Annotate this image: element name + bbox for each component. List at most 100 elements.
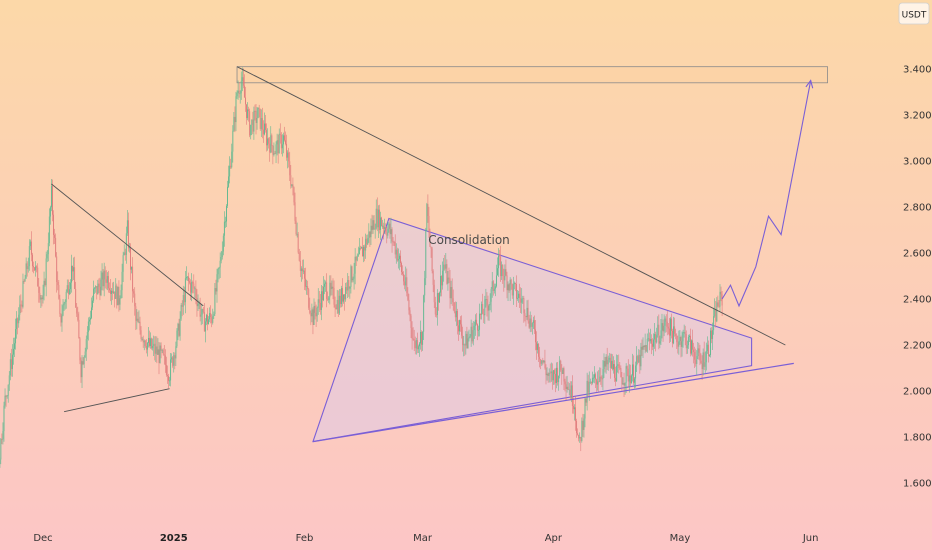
candle-body xyxy=(518,293,520,298)
candle xyxy=(392,236,394,246)
candle-body xyxy=(49,207,51,217)
candle xyxy=(510,278,512,290)
candle xyxy=(74,256,76,290)
candle xyxy=(403,271,405,286)
candle xyxy=(458,320,459,341)
candle xyxy=(406,268,408,297)
candle-body xyxy=(448,277,450,279)
candle xyxy=(143,339,145,351)
candle-body xyxy=(548,372,550,376)
candle xyxy=(275,141,277,163)
candle xyxy=(441,275,443,297)
candle xyxy=(255,104,257,135)
candle-body xyxy=(560,360,562,370)
candle xyxy=(235,91,237,132)
candle xyxy=(97,279,99,295)
candle-body xyxy=(620,368,622,377)
candle xyxy=(488,304,490,321)
candle xyxy=(337,290,339,318)
candle-body xyxy=(400,255,401,263)
candle xyxy=(216,268,218,303)
candle-body xyxy=(308,289,310,308)
candle-body xyxy=(550,371,552,374)
candle-body xyxy=(541,360,543,364)
candle-body xyxy=(529,318,531,328)
candle xyxy=(578,434,580,442)
candle-body xyxy=(462,335,464,346)
candle-body xyxy=(536,342,537,350)
candle-body xyxy=(215,288,217,292)
candle-body xyxy=(504,269,506,281)
candle xyxy=(622,377,624,385)
candle xyxy=(494,283,496,297)
candle xyxy=(37,263,39,287)
candle xyxy=(357,246,359,257)
candle xyxy=(300,266,302,282)
candle xyxy=(538,343,540,362)
candle xyxy=(574,404,575,421)
candle xyxy=(1,433,3,445)
candle xyxy=(291,184,293,188)
candle-body xyxy=(136,318,138,321)
candle xyxy=(345,282,347,302)
candle xyxy=(605,354,607,374)
candle-body xyxy=(14,343,15,349)
candle-body xyxy=(59,298,61,314)
candle-body xyxy=(629,375,631,384)
candle xyxy=(233,111,235,132)
candle xyxy=(287,150,289,169)
candle xyxy=(212,308,214,325)
currency-badge[interactable]: USDT xyxy=(898,2,930,25)
time-axis[interactable]: Dec 2025 Feb Mar Apr May Jun xyxy=(33,533,818,544)
candle xyxy=(229,156,231,184)
candle-body xyxy=(273,153,275,155)
candle xyxy=(91,297,92,320)
candle xyxy=(294,192,296,225)
candle xyxy=(455,301,457,327)
price-axis[interactable]: 3.4000 3.2000 3.0000 2.8000 2.6000 2.4000 2.20… xyxy=(896,0,932,525)
candle-body xyxy=(150,338,152,346)
candle-body xyxy=(168,376,169,381)
candle xyxy=(485,288,487,308)
candle xyxy=(512,276,514,305)
candle xyxy=(193,274,195,294)
candle xyxy=(347,273,349,299)
candle xyxy=(541,360,543,366)
candle-body xyxy=(130,246,131,270)
candle-body xyxy=(170,359,172,381)
candle xyxy=(662,319,664,342)
candle xyxy=(71,254,72,293)
candle xyxy=(423,294,425,341)
time-tick-label: Apr xyxy=(545,533,563,544)
candle-body xyxy=(581,420,583,441)
candle xyxy=(16,311,18,339)
candle-body xyxy=(295,220,297,235)
candle-body xyxy=(33,266,34,268)
candle xyxy=(371,214,373,235)
candle-body xyxy=(566,386,568,389)
candle-body xyxy=(83,356,85,365)
candle-body xyxy=(104,270,106,280)
candle-body xyxy=(553,370,555,374)
candle-body xyxy=(389,223,391,235)
candle-body xyxy=(281,144,283,149)
candle xyxy=(298,248,300,262)
candle-body xyxy=(64,301,66,304)
candle xyxy=(101,263,103,291)
candle xyxy=(401,261,402,276)
candle-body xyxy=(36,266,38,268)
candle-body xyxy=(396,249,398,261)
candle-body xyxy=(118,286,120,305)
candle-body xyxy=(582,420,584,430)
candle xyxy=(157,338,159,355)
candle-body xyxy=(470,326,472,337)
candle xyxy=(381,216,382,227)
candle xyxy=(614,360,615,382)
candle-body xyxy=(442,270,444,286)
candle-body xyxy=(146,342,148,350)
candle xyxy=(638,349,640,364)
candle-body xyxy=(82,361,84,365)
candle-body xyxy=(55,237,57,257)
